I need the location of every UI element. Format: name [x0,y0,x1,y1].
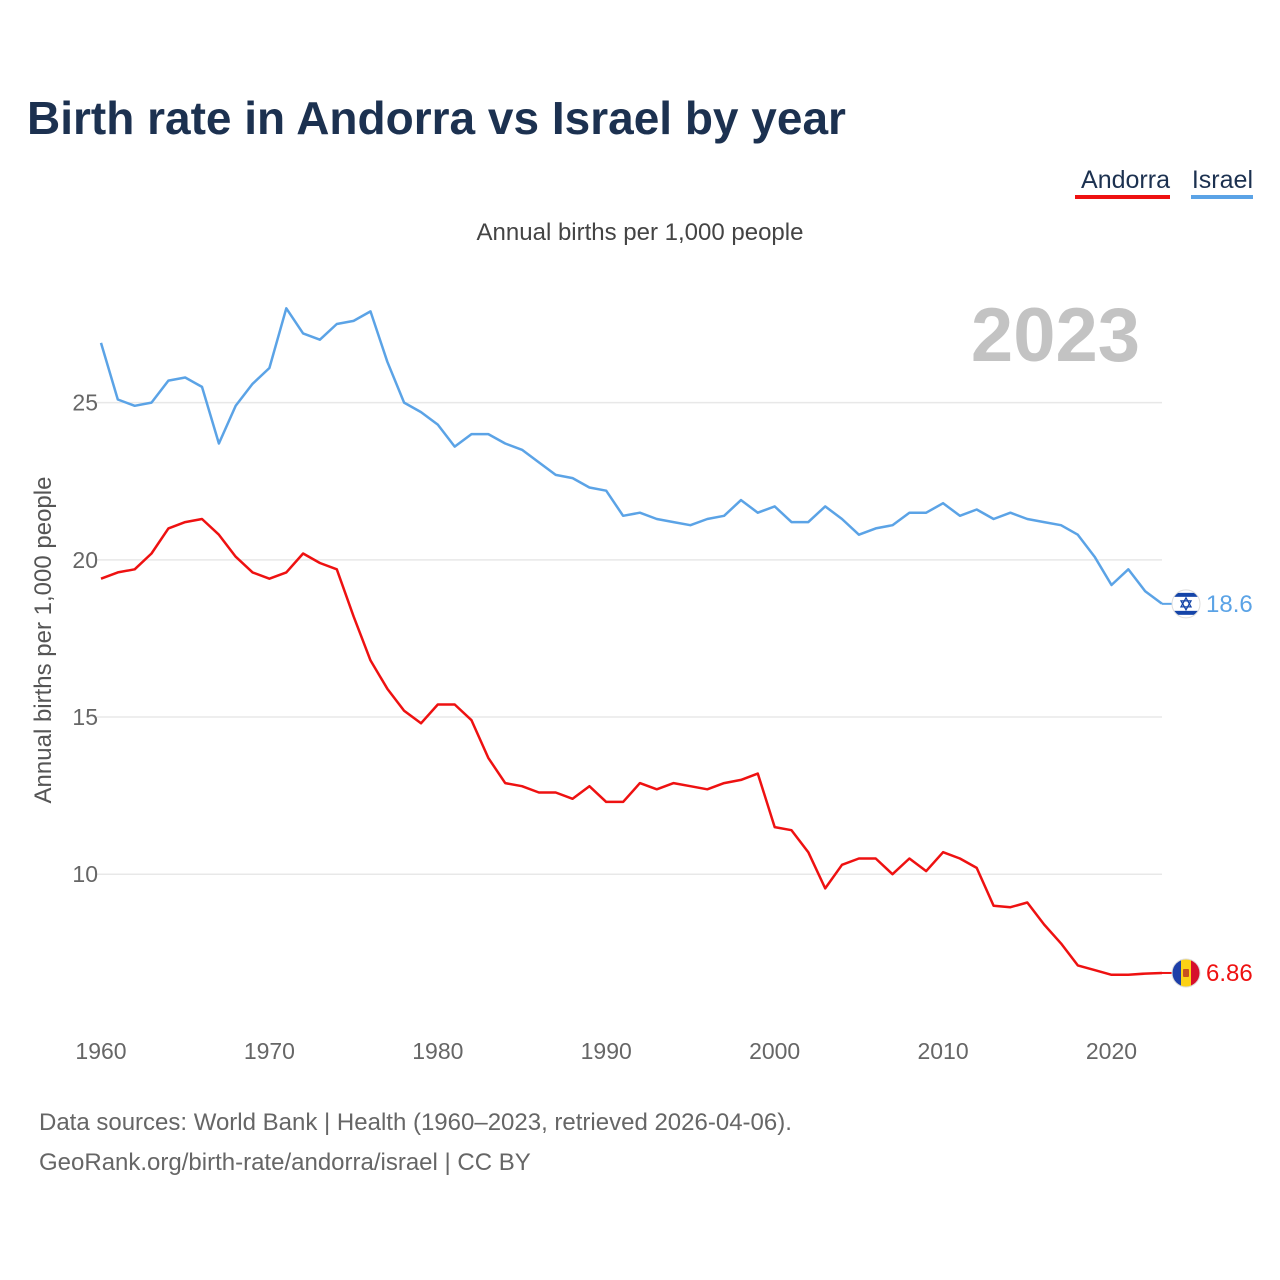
y-tick-labels: 10 15 20 25 [72,390,98,888]
chart-subtitle: Annual births per 1,000 people [477,219,804,246]
y-tick-15: 15 [72,704,98,730]
andorra-flag-icon [1171,958,1201,988]
x-tick-2020: 2020 [1086,1038,1137,1064]
x-tick-1980: 1980 [412,1038,463,1064]
chart-title: Birth rate in Andorra vs Israel by year [27,92,846,144]
x-tick-2010: 2010 [917,1038,968,1064]
y-gridlines [97,401,1162,875]
y-tick-25: 25 [72,390,98,416]
legend-item-israel[interactable]: Israel [1192,166,1253,194]
end-value-label-israel: 18.6 [1206,591,1253,618]
year-watermark: 2023 [971,293,1140,378]
x-tick-1990: 1990 [581,1038,632,1064]
x-tick-1970: 1970 [244,1038,295,1064]
x-tick-labels: 1960 1970 1980 1990 2000 2010 2020 [75,1038,1137,1064]
legend: Andorra Israel [1075,166,1253,199]
series-line-andorra[interactable] [100,517,1163,977]
x-tick-1960: 1960 [75,1038,126,1064]
series-lines [99,307,1163,977]
source-line-2[interactable]: GeoRank.org/birth-rate/andorra/israel | … [39,1149,531,1176]
israel-flag-icon [1171,589,1201,619]
y-tick-10: 10 [72,861,98,887]
legend-item-andorra[interactable]: Andorra [1081,166,1170,194]
end-labels: 6.86 18.6 [1162,589,1253,988]
source-line-1: Data sources: World Bank | Health (1960–… [39,1109,792,1136]
y-axis-label: Annual births per 1,000 people [30,477,57,804]
end-value-label-andorra: 6.86 [1206,960,1253,987]
x-tick-2000: 2000 [749,1038,800,1064]
series-line-israel[interactable] [99,307,1163,605]
y-tick-20: 20 [72,547,98,573]
